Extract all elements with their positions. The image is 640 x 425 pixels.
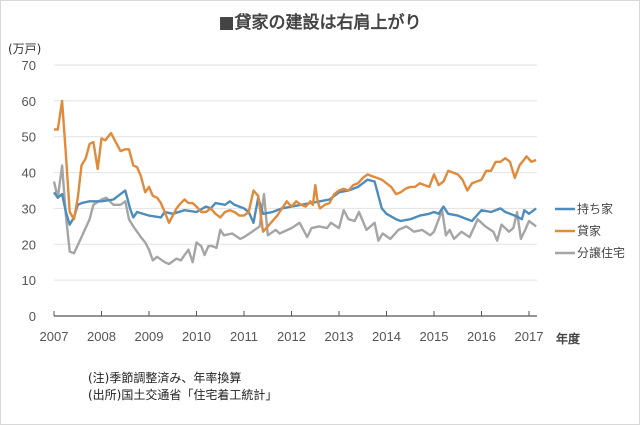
- x-tick-label: 2007: [40, 329, 69, 344]
- y-tick-label: 0: [29, 309, 36, 324]
- x-axis-label: 年度: [556, 331, 581, 346]
- x-tick-label: 2011: [230, 329, 258, 344]
- series-line-owner: [53, 178, 537, 226]
- y-tick-label: 20: [22, 237, 36, 252]
- note-adjustment: (注)季節調整済み、年率換算: [88, 371, 242, 385]
- y-tick-label: 70: [22, 58, 36, 73]
- series-line-condo: [52, 164, 537, 266]
- x-tick-label: 2008: [87, 329, 116, 344]
- chart-title: ■貸家の建設は右肩上がり: [218, 13, 422, 33]
- legend-label: 持ち家: [577, 201, 613, 216]
- legend-label: 分譲住宅: [577, 245, 625, 260]
- x-tick-label: 2010: [182, 329, 211, 344]
- y-axis-unit-label: (万戸): [8, 42, 42, 56]
- x-tick-label: 2016: [467, 329, 496, 344]
- x-tick-label: 2017: [515, 329, 544, 344]
- y-tick-label: 30: [22, 201, 36, 216]
- y-tick-label: 10: [22, 273, 36, 288]
- x-tick-label: 2014: [372, 329, 401, 344]
- series-line-rental: [54, 99, 537, 233]
- legend-label: 貸家: [577, 223, 601, 238]
- y-tick-label: 40: [22, 166, 36, 181]
- y-tick-label: 60: [22, 94, 36, 109]
- chart-notes: (注)季節調整済み、年率換算 (出所)国土交通省「住宅着工統計」: [88, 370, 277, 404]
- x-tick-label: 2012: [277, 329, 306, 344]
- x-tick-label: 2013: [325, 329, 354, 344]
- y-tick-label: 50: [22, 130, 36, 145]
- x-tick-label: 2009: [135, 329, 164, 344]
- note-source: (出所)国土交通省「住宅着工統計」: [88, 388, 278, 402]
- x-tick-label: 2015: [420, 329, 449, 344]
